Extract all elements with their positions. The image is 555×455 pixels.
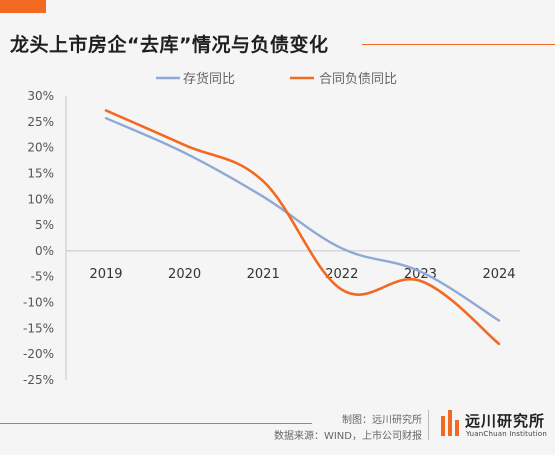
chart-credit: 制图：远川研究所 (342, 415, 422, 426)
title-rule (362, 44, 555, 45)
y-tick-label: 5% (35, 218, 54, 232)
y-tick-label: 20% (27, 141, 54, 155)
x-tick-label: 2024 (482, 267, 515, 282)
y-tick-label: 10% (27, 192, 54, 206)
institute-english-name: YuanChuan Institution (466, 430, 547, 438)
y-tick-label: 25% (27, 115, 54, 129)
y-tick-label: 15% (27, 166, 54, 180)
x-tick-label: 2021 (247, 267, 280, 282)
y-tick-label: -20% (23, 347, 54, 361)
y-tick-label: -5% (31, 270, 54, 284)
x-tick-label: 2020 (168, 267, 201, 282)
y-tick-label: 0% (35, 244, 54, 258)
footer-separator (428, 410, 429, 440)
footer-rule (0, 423, 312, 424)
line-chart: 30% 25% 20% 15% 10% 5% 0% -5% -10% -15% -20% -25% 20… (23, 71, 520, 387)
data-source: 数据来源：WIND，上市公司财报 (273, 431, 422, 442)
series-line-2 (104, 109, 501, 346)
legend-label-2: 合同负债同比 (319, 72, 397, 87)
y-tick-label: 30% (27, 89, 54, 103)
y-tick-label: -25% (23, 373, 54, 387)
x-tick-label: 2022 (325, 267, 358, 282)
institute-name: 远川研究所 (465, 412, 546, 430)
legend-label-1: 存货同比 (183, 71, 235, 87)
y-tick-label: -10% (23, 296, 54, 310)
series-line-1 (104, 117, 501, 322)
y-tick-label: -15% (23, 321, 54, 335)
chart-title: 龙头上市房企“去库”情况与负债变化 (10, 34, 329, 56)
top-accent-bar (0, 0, 46, 13)
institute-logo-icon (441, 410, 459, 436)
x-tick-label: 2019 (89, 267, 122, 282)
